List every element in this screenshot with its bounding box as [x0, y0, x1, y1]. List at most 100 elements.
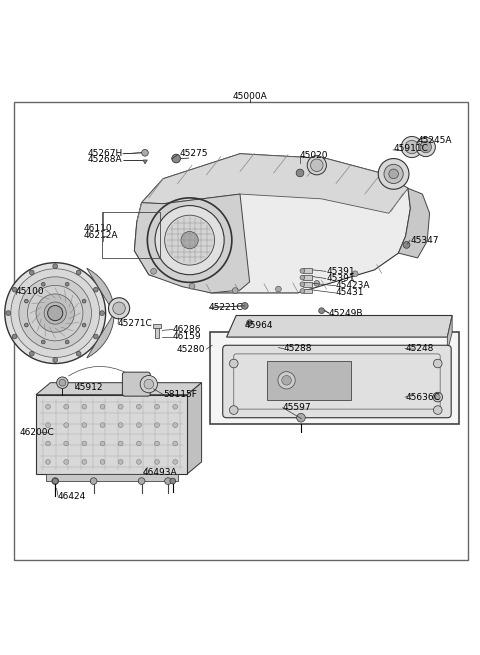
- Circle shape: [155, 441, 159, 446]
- Circle shape: [247, 320, 252, 326]
- Circle shape: [64, 422, 69, 428]
- Circle shape: [300, 289, 305, 293]
- Circle shape: [435, 395, 440, 400]
- Circle shape: [352, 271, 358, 276]
- Circle shape: [29, 351, 34, 356]
- Text: 45391: 45391: [326, 274, 355, 283]
- Circle shape: [64, 404, 69, 409]
- Polygon shape: [142, 154, 408, 214]
- Text: 46212A: 46212A: [84, 231, 119, 240]
- Bar: [36, 395, 187, 474]
- Text: 45423A: 45423A: [336, 281, 371, 290]
- Circle shape: [155, 206, 224, 274]
- Text: 45271C: 45271C: [118, 319, 152, 328]
- Circle shape: [173, 460, 178, 464]
- Circle shape: [46, 441, 50, 446]
- Circle shape: [136, 404, 141, 409]
- Circle shape: [300, 269, 305, 273]
- Circle shape: [76, 270, 81, 275]
- Circle shape: [100, 460, 105, 464]
- Circle shape: [59, 379, 66, 386]
- Text: 46200C: 46200C: [19, 428, 54, 437]
- Circle shape: [46, 460, 50, 464]
- Circle shape: [46, 422, 50, 428]
- Circle shape: [118, 441, 123, 446]
- Text: 45249B: 45249B: [329, 309, 363, 318]
- Polygon shape: [134, 194, 250, 293]
- Circle shape: [405, 140, 419, 154]
- Circle shape: [82, 299, 86, 303]
- Circle shape: [100, 441, 105, 446]
- Circle shape: [165, 215, 215, 265]
- Circle shape: [100, 404, 105, 409]
- Circle shape: [64, 460, 69, 464]
- Polygon shape: [447, 316, 452, 352]
- Circle shape: [100, 310, 105, 316]
- Circle shape: [155, 404, 159, 409]
- Text: 46286: 46286: [173, 325, 201, 334]
- Circle shape: [276, 286, 281, 292]
- FancyBboxPatch shape: [223, 345, 451, 418]
- Polygon shape: [134, 154, 410, 293]
- Circle shape: [41, 340, 45, 344]
- Circle shape: [151, 269, 156, 274]
- Circle shape: [48, 305, 63, 321]
- Text: 45636C: 45636C: [406, 392, 441, 402]
- Circle shape: [94, 334, 98, 339]
- Circle shape: [52, 477, 59, 485]
- Circle shape: [314, 280, 320, 286]
- Circle shape: [433, 359, 442, 368]
- Text: 45911C: 45911C: [394, 145, 429, 153]
- Circle shape: [384, 164, 403, 183]
- Bar: [153, 324, 161, 328]
- Circle shape: [307, 156, 326, 175]
- Circle shape: [90, 477, 97, 485]
- Circle shape: [140, 375, 157, 393]
- Circle shape: [173, 422, 178, 428]
- Circle shape: [138, 477, 145, 485]
- Circle shape: [420, 141, 432, 153]
- Bar: [303, 275, 312, 280]
- FancyBboxPatch shape: [122, 372, 150, 396]
- Circle shape: [11, 269, 99, 358]
- Circle shape: [416, 138, 435, 157]
- Circle shape: [282, 375, 291, 385]
- Circle shape: [113, 302, 125, 314]
- Bar: [303, 269, 312, 273]
- Circle shape: [433, 392, 443, 402]
- Circle shape: [24, 299, 28, 303]
- Circle shape: [319, 308, 324, 314]
- Circle shape: [165, 477, 171, 485]
- Circle shape: [144, 379, 154, 389]
- Bar: [303, 289, 312, 293]
- Bar: [303, 282, 312, 287]
- Circle shape: [41, 282, 45, 286]
- Circle shape: [76, 351, 81, 356]
- Circle shape: [229, 359, 238, 368]
- Circle shape: [65, 340, 69, 344]
- Circle shape: [300, 282, 305, 287]
- Text: 45248: 45248: [406, 344, 434, 353]
- Polygon shape: [398, 188, 430, 258]
- Circle shape: [189, 284, 195, 289]
- Circle shape: [142, 149, 148, 156]
- Circle shape: [172, 154, 180, 163]
- Circle shape: [65, 282, 69, 286]
- Text: 45288: 45288: [283, 344, 312, 353]
- Polygon shape: [36, 383, 202, 395]
- Text: 45280: 45280: [177, 345, 205, 354]
- Circle shape: [229, 405, 238, 415]
- Circle shape: [46, 404, 50, 409]
- Circle shape: [36, 294, 74, 332]
- Circle shape: [173, 441, 178, 446]
- Circle shape: [82, 404, 87, 409]
- Bar: [155, 326, 159, 337]
- Circle shape: [100, 422, 105, 428]
- Circle shape: [181, 231, 198, 249]
- Text: 46424: 46424: [58, 492, 86, 501]
- Circle shape: [27, 286, 83, 341]
- Circle shape: [52, 478, 58, 484]
- Text: 45912: 45912: [74, 383, 103, 392]
- Polygon shape: [187, 383, 202, 474]
- Bar: [267, 361, 351, 400]
